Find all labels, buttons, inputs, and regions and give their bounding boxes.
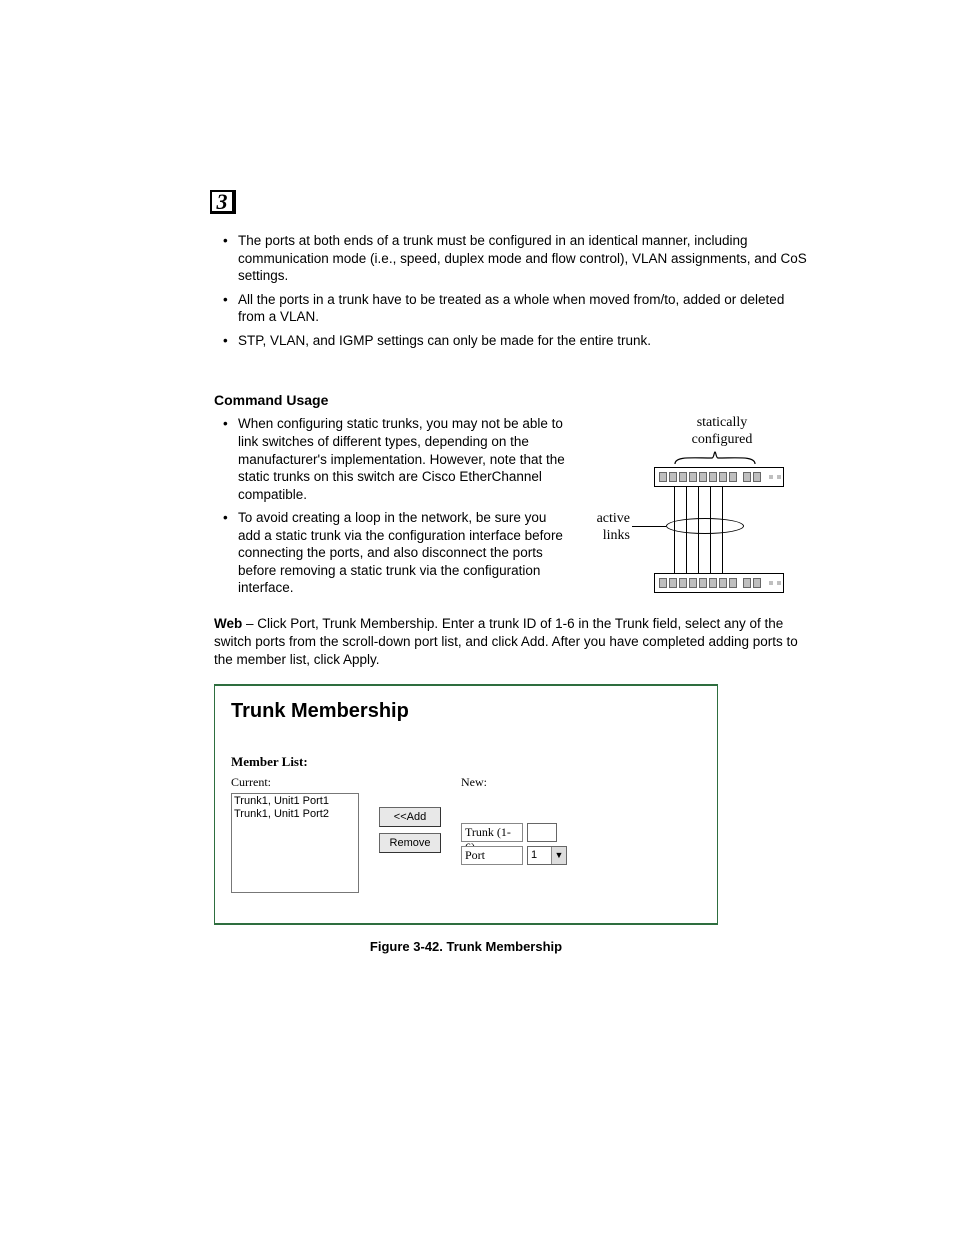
list-item: The ports at both ends of a trunk must b…: [214, 232, 812, 285]
command-usage-list: When configuring static trunks, you may …: [214, 415, 570, 596]
list-item: When configuring static trunks, you may …: [214, 415, 570, 503]
dropdown-arrow-icon: ▼: [551, 847, 566, 864]
web-prefix: Web: [214, 616, 242, 631]
switch-top: [654, 467, 784, 487]
button-column: <<Add Remove: [379, 807, 443, 859]
panel-title: Trunk Membership: [231, 698, 701, 724]
chapter-number-badge: 3: [210, 190, 236, 214]
trunk-field-row: Trunk (1-6): [461, 823, 601, 842]
port-select[interactable]: 1 ▼: [527, 846, 567, 865]
web-instructions: Web – Click Port, Trunk Membership. Ente…: [214, 615, 812, 668]
active-links-ellipse: [666, 518, 744, 534]
listbox-item[interactable]: Trunk1, Unit1 Port2: [234, 808, 356, 822]
command-usage-text: When configuring static trunks, you may …: [214, 415, 570, 602]
diagram-label-line: links: [603, 528, 630, 543]
diagram-label-statically-configured: statically configured: [677, 415, 767, 447]
trunk-diagram: statically configured: [582, 415, 812, 605]
port-field-label: Port: [461, 846, 523, 865]
figure-container: Trunk Membership Member List: Current: T…: [214, 684, 812, 955]
curly-brace-icon: [674, 451, 756, 465]
trunk-membership-panel: Trunk Membership Member List: Current: T…: [214, 684, 718, 924]
panel-columns: Current: Trunk1, Unit1 Port1 Trunk1, Uni…: [231, 775, 701, 893]
page: 3 The ports at both ends of a trunk must…: [0, 0, 954, 1235]
diagram-label-line: active: [597, 511, 630, 526]
member-list-label: Member List:: [231, 754, 701, 771]
leader-line: [632, 526, 666, 527]
new-column: New: Trunk (1-6) Port 1 ▼: [461, 775, 601, 865]
trunk-field-label: Trunk (1-6): [461, 823, 523, 842]
add-button[interactable]: <<Add: [379, 807, 441, 827]
port-field-row: Port 1 ▼: [461, 846, 601, 865]
remove-button[interactable]: Remove: [379, 833, 441, 853]
switch-ports: [659, 578, 781, 588]
switch-bottom: [654, 573, 784, 593]
web-text: – Click Port, Trunk Membership. Enter a …: [214, 616, 798, 666]
diagram-label-active-links: active links: [582, 511, 630, 543]
list-item: To avoid creating a loop in the network,…: [214, 509, 570, 597]
top-bullet-list: The ports at both ends of a trunk must b…: [214, 232, 812, 349]
new-label: New:: [461, 775, 601, 791]
port-select-value: 1: [531, 848, 537, 862]
usage-and-diagram-row: When configuring static trunks, you may …: [214, 415, 812, 605]
list-item: All the ports in a trunk have to be trea…: [214, 291, 812, 326]
command-usage-heading: Command Usage: [214, 391, 812, 409]
trunk-id-input[interactable]: [527, 823, 557, 842]
listbox-item[interactable]: Trunk1, Unit1 Port1: [234, 795, 356, 809]
member-listbox[interactable]: Trunk1, Unit1 Port1 Trunk1, Unit1 Port2: [231, 793, 359, 893]
diagram-label-line: statically: [697, 415, 748, 430]
diagram-label-line: configured: [692, 432, 753, 447]
figure-caption: Figure 3-42. Trunk Membership: [214, 939, 718, 956]
current-column: Current: Trunk1, Unit1 Port1 Trunk1, Uni…: [231, 775, 361, 893]
page-content: The ports at both ends of a trunk must b…: [214, 232, 812, 955]
switch-ports: [659, 472, 781, 482]
list-item: STP, VLAN, and IGMP settings can only be…: [214, 332, 812, 350]
current-label: Current:: [231, 775, 361, 791]
